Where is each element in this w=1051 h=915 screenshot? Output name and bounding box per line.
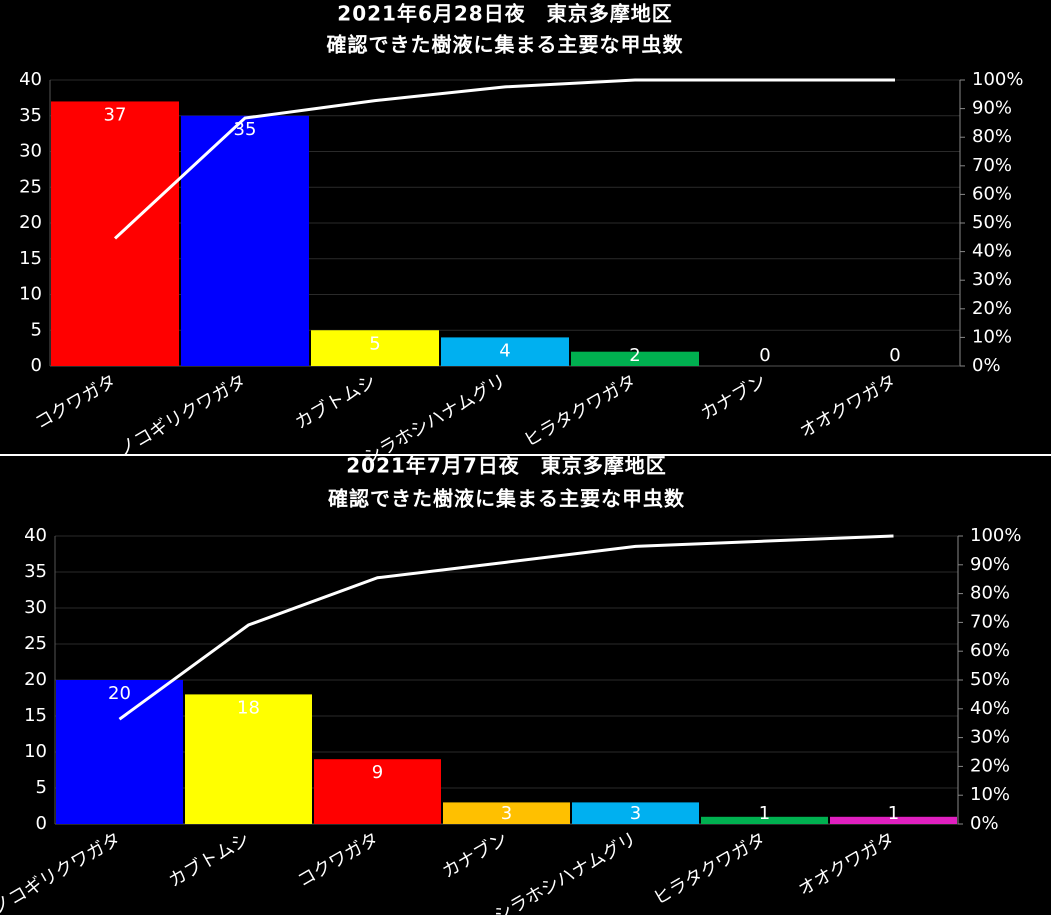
bar xyxy=(441,337,569,366)
y-tick-label: 40 xyxy=(19,69,42,90)
y2-tick-label: 90% xyxy=(972,98,1012,119)
data-label: 1 xyxy=(888,803,899,824)
y-tick-label: 20 xyxy=(19,212,42,233)
y2-tick-label: 50% xyxy=(970,669,1010,690)
y-tick-label: 0 xyxy=(31,355,42,376)
bar xyxy=(51,101,179,366)
y2-tick-label: 50% xyxy=(972,212,1012,233)
data-label: 9 xyxy=(372,762,383,783)
data-label: 4 xyxy=(499,340,510,361)
y-tick-label: 5 xyxy=(36,777,47,798)
cumulative-line xyxy=(113,78,895,240)
y-tick-label: 40 xyxy=(24,525,47,546)
y2-tick-label: 40% xyxy=(970,698,1010,719)
bar xyxy=(571,351,699,366)
y2-tick-label: 0% xyxy=(970,813,999,834)
y2-tick-label: 100% xyxy=(970,525,1021,546)
y2-tick-label: 30% xyxy=(970,727,1010,748)
bar xyxy=(443,802,570,824)
y-tick-label: 30 xyxy=(19,141,42,162)
data-label: 0 xyxy=(759,345,770,366)
y-tick-label: 5 xyxy=(31,319,42,340)
data-label: 3 xyxy=(630,803,641,824)
y2-tick-label: 40% xyxy=(972,241,1012,262)
bar xyxy=(314,759,441,824)
chart-title: 2021年6月28日夜 東京多摩地区 xyxy=(337,2,672,26)
bar xyxy=(56,680,183,824)
y2-tick-label: 20% xyxy=(972,298,1012,319)
bar xyxy=(185,694,312,824)
y-tick-label: 35 xyxy=(24,561,47,582)
data-label: 1 xyxy=(759,803,770,824)
y-tick-label: 10 xyxy=(24,741,47,762)
y2-tick-label: 70% xyxy=(970,611,1010,632)
y2-tick-label: 10% xyxy=(970,784,1010,805)
y2-tick-label: 60% xyxy=(970,640,1010,661)
y-tick-label: 10 xyxy=(19,284,42,305)
y2-tick-label: 100% xyxy=(972,69,1023,90)
chart-title: 2021年7月7日夜 東京多摩地区 xyxy=(346,454,667,478)
y2-tick-label: 0% xyxy=(972,355,1001,376)
y2-tick-label: 20% xyxy=(970,755,1010,776)
y-tick-label: 25 xyxy=(19,176,42,197)
bar xyxy=(701,816,828,824)
y-tick-label: 15 xyxy=(24,705,47,726)
y-tick-label: 20 xyxy=(24,669,47,690)
y2-tick-label: 80% xyxy=(972,126,1012,147)
data-label: 0 xyxy=(889,345,900,366)
bar xyxy=(311,330,439,366)
data-label: 3 xyxy=(501,803,512,824)
bar xyxy=(830,816,957,824)
y2-tick-label: 90% xyxy=(970,554,1010,575)
y2-tick-label: 30% xyxy=(972,269,1012,290)
bar xyxy=(181,115,309,366)
data-label: 5 xyxy=(369,333,380,354)
y-tick-label: 30 xyxy=(24,597,47,618)
data-label: 35 xyxy=(234,119,257,140)
bar xyxy=(572,802,699,824)
cumulative-line xyxy=(118,534,894,721)
y-tick-label: 35 xyxy=(19,105,42,126)
y-tick-label: 15 xyxy=(19,248,42,269)
data-label: 2 xyxy=(629,345,640,366)
y2-tick-label: 10% xyxy=(972,326,1012,347)
chart-subtitle: 確認できた樹液に集まる主要な甲虫数 xyxy=(327,33,684,57)
data-label: 37 xyxy=(104,104,127,125)
y-tick-label: 25 xyxy=(24,633,47,654)
data-label: 20 xyxy=(108,683,131,704)
y2-tick-label: 70% xyxy=(972,155,1012,176)
y-tick-label: 0 xyxy=(36,813,47,834)
chart-subtitle: 確認できた樹液に集まる主要な甲虫数 xyxy=(328,487,685,511)
y2-tick-label: 60% xyxy=(972,183,1012,204)
data-label: 18 xyxy=(237,697,260,718)
y2-tick-label: 80% xyxy=(970,583,1010,604)
